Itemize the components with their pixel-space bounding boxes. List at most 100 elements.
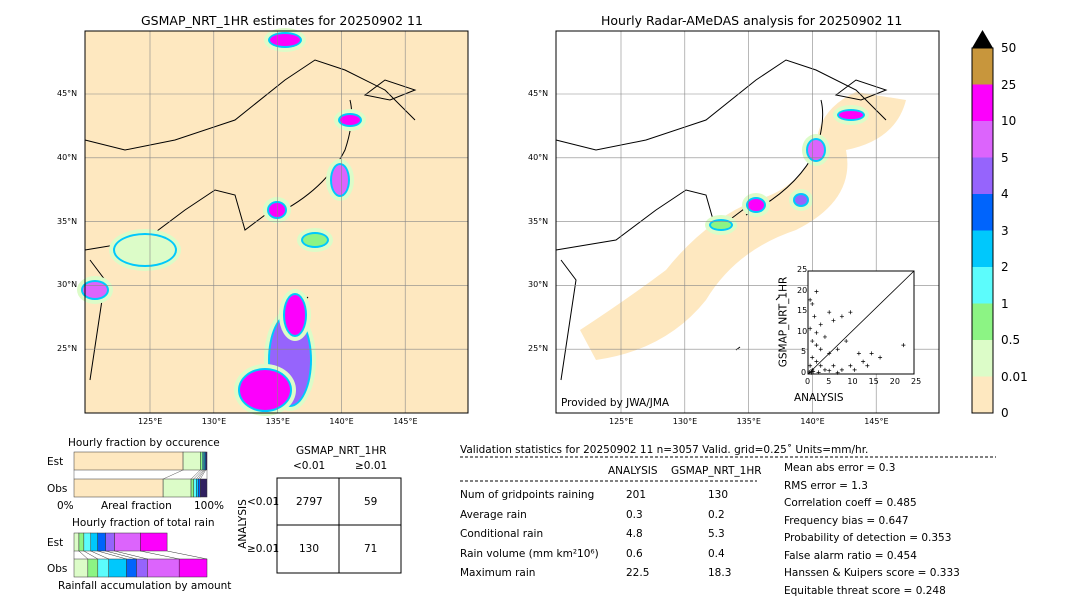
left-map-lat-tick: 45°N [57,89,78,98]
stats-row-label: Maximum rain [460,567,536,579]
occ-xlabel: Areal fraction [101,500,172,512]
rain-est-segment [97,532,106,552]
scatter-point [831,363,836,368]
occ-100-label: 100% [194,500,225,512]
colorbar-label: 4 [1001,187,1009,201]
colorbar-label: 2 [1001,260,1009,274]
scatter-x-tick: 5 [826,377,832,386]
colorbar-label: 10 [1001,114,1017,128]
scatter-x-tick: 10 [847,377,858,386]
scatter-point [827,310,832,315]
colorbar-segment [972,230,993,267]
right-map-lat-tick: 30°N [528,280,549,290]
stats-header: Validation statistics for 20250902 11 n=… [460,444,869,456]
occ-est-segment [200,451,203,471]
stats-score: Mean abs error = 0.3 [784,462,896,474]
occurrence-title: Hourly fraction by occurence [68,437,220,449]
scatter-point [901,343,906,348]
left-map-panel [77,28,469,416]
rain-connector [78,550,88,560]
stats-row-label: Num of gridpoints raining [460,489,595,501]
stats-gsmap-value: 18.3 [708,567,732,579]
scatter-x-tick: 15 [868,377,879,386]
contingency-col-1: ≥0.01 [355,460,388,472]
occ-obs-segment [196,478,199,498]
scatter-point [818,322,823,327]
colorbar-label: 0.5 [1001,333,1021,347]
left-map-lon-tick: 140°E [329,417,354,426]
colorbar-segment [972,303,993,340]
credit-text: Provided by JWA/JMA [561,397,670,409]
scatter-point [827,351,832,356]
right-map-rain-core [808,140,824,160]
right-map-lat-tick: 25°N [528,344,549,354]
left-map-frame [84,30,469,414]
rain-obs-segment [97,558,109,578]
right-map-rain-core [748,199,764,211]
scatter-point [831,318,836,323]
rain-est-segment [78,532,85,552]
occ-obs-segment [190,478,194,498]
right-map-rain-core [795,195,807,205]
rain-est-label: Est [47,537,64,549]
stats-gsmap-value: 5.3 [708,528,725,540]
left-map-lat-tick: 30°N [57,280,78,290]
scatter-point [865,363,870,368]
left-map-title: GSMAP_NRT_1HR estimates for 20250902 11 [141,13,423,28]
right-map-lon-tick: 145°E [864,417,889,426]
left-map-rain-core [240,370,290,410]
rain-obs-segment [108,558,127,578]
scatter-point [835,347,840,352]
rain-obs-segment [136,558,148,578]
rain-est-segment [73,532,80,552]
rain-title: Hourly fraction of total rain [72,517,215,529]
scatter-point [808,363,813,368]
rain-est-segment [90,532,98,552]
scatter-point [839,367,844,372]
stats-analysis-value: 0.6 [626,547,643,560]
rain-connector [97,550,127,560]
stats-row-label: Conditional rain [460,528,544,540]
colorbar-label: 50 [1001,41,1017,55]
right-map-rain-core [711,221,731,229]
colorbar-segment [972,121,993,158]
occ-connector [200,469,206,480]
scatter-point [827,368,832,373]
stats-score: Hanssen & Kuipers score = 0.333 [784,567,960,579]
occ-connector [198,469,205,480]
stats-score: Equitable threat score = 0.248 [784,584,946,597]
stats-gsmap-value: 0.2 [708,508,725,521]
occ-connector [196,469,204,480]
colorbar-segment [972,157,993,194]
stats-gsmap-value: 130 [708,489,729,501]
stats-gsmap-value: 0.4 [708,547,725,560]
colorbar-label: 0.01 [1001,369,1028,384]
rain-obs-segment [126,558,137,578]
right-map-lat-tick: 40°N [528,152,549,162]
left-map-lon-tick: 145°E [393,417,418,426]
cell-01: 59 [364,496,378,508]
scatter-point [848,363,853,368]
stats-analysis-value: 4.8 [626,528,643,540]
stats-col-analysis: ANALYSIS [608,465,658,477]
occ-est-segment [182,451,201,471]
stats-analysis-value: 0.3 [626,508,643,521]
left-map-rain-core [285,295,305,335]
rain-connector [90,550,109,560]
scatter-point [808,326,813,331]
scatter-x-tick: 20 [889,377,900,386]
scatter-point [844,339,849,344]
scatter-y-tick: 5 [801,347,807,357]
occ-obs-segment [200,478,208,498]
scatter-point [812,314,817,319]
contingency-row-0: <0.01 [247,496,280,508]
right-map-lon-tick: 135°E [736,417,761,426]
rain-connector [105,550,137,560]
scatter-ylabel: GSMAP_NRT_1HR [777,276,790,368]
right-map-lat-tick: 45°N [528,89,549,98]
scatter-point [818,363,823,368]
scatter-point [818,347,823,352]
cell-10: 130 [299,543,320,555]
left-map-rain-core [269,203,285,217]
